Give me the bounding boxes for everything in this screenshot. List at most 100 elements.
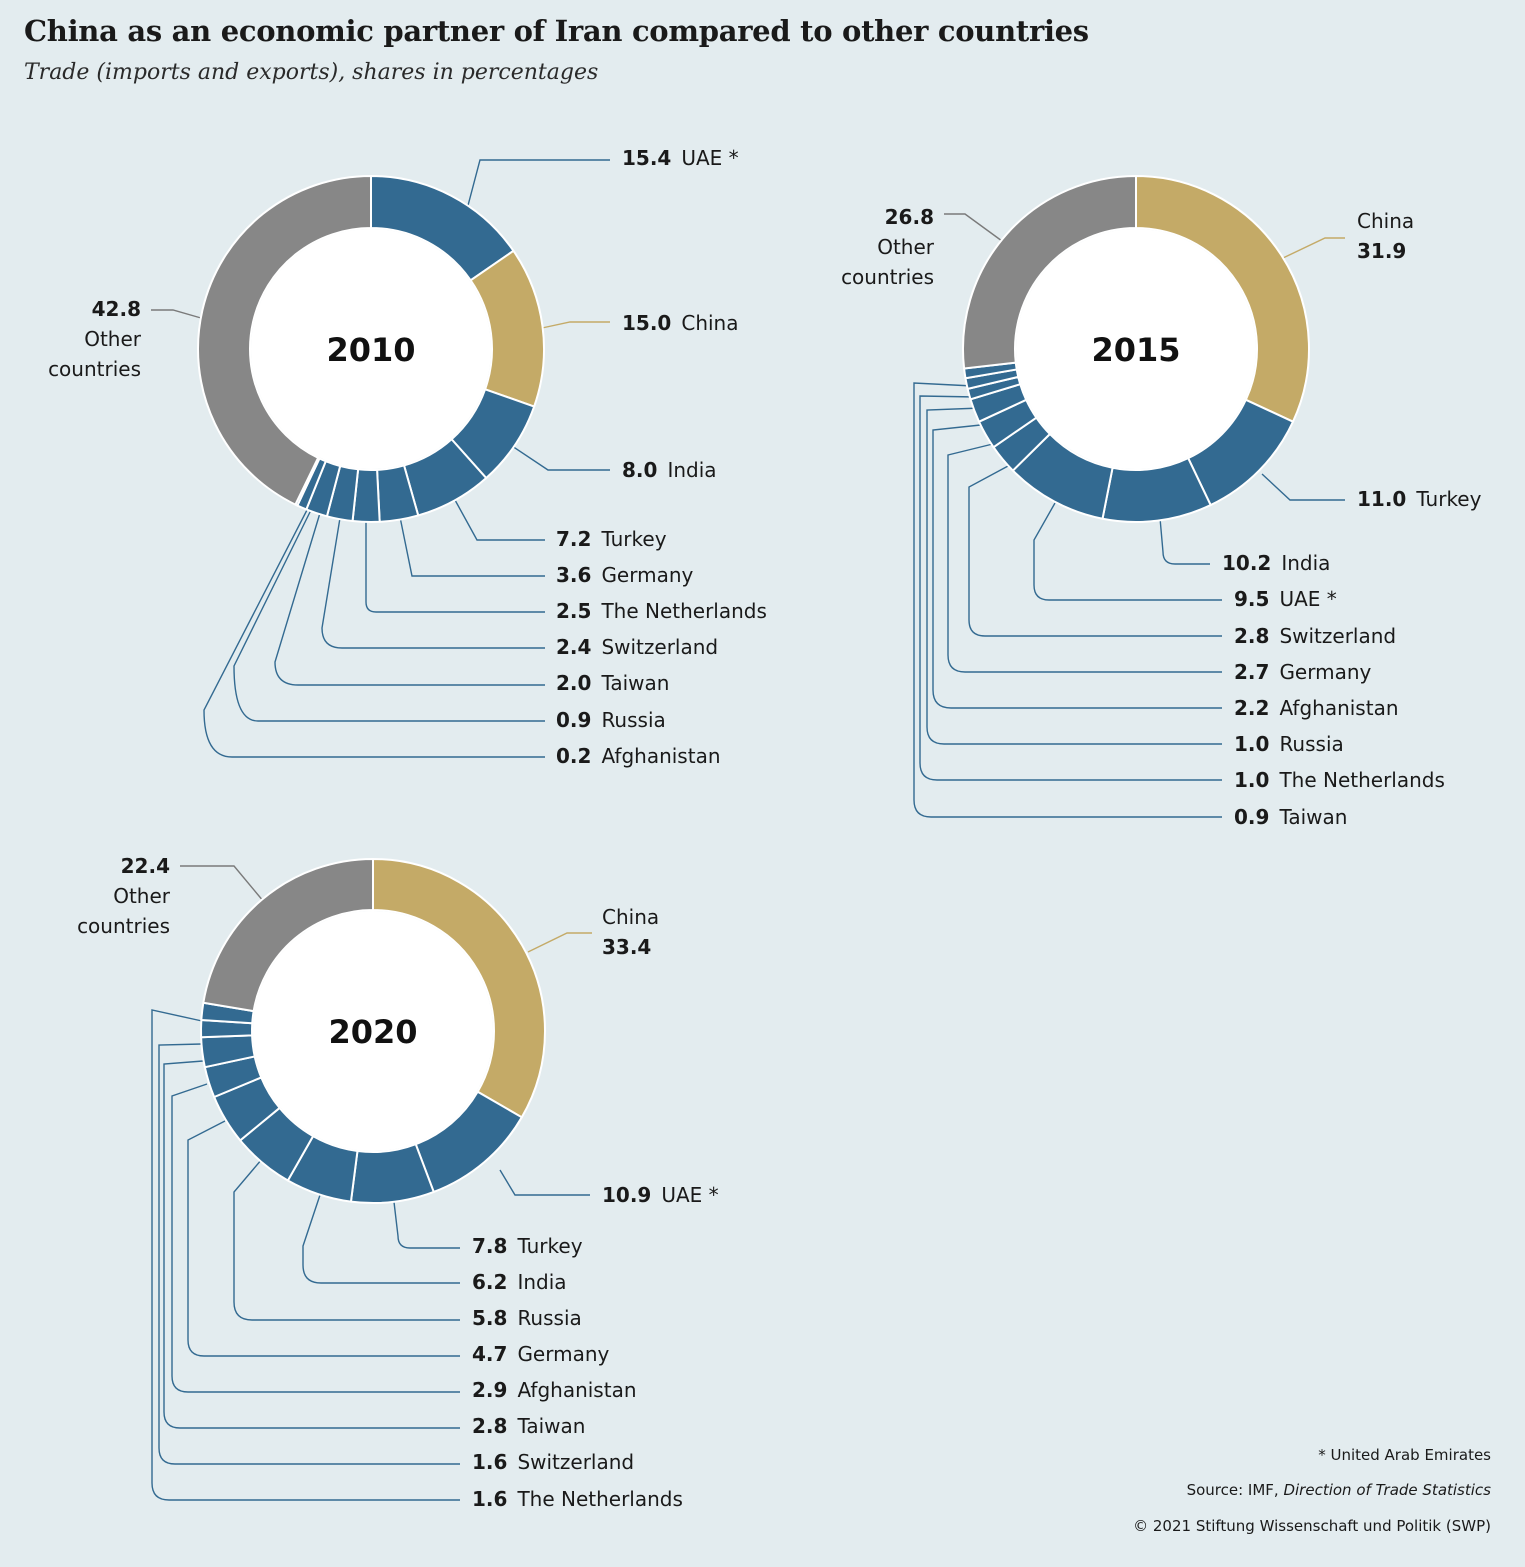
country-label-other-countries: countries: [841, 265, 934, 289]
leader-line-russia: [926, 407, 1222, 745]
leader-line-taiwan: [163, 1060, 460, 1429]
data-label-switzerland: 1.6 Switzerland: [472, 1450, 634, 1474]
data-label-russia: 1.0 Russia: [1234, 732, 1344, 756]
data-label-russia: 5.8 Russia: [472, 1306, 582, 1330]
leader-line-china: [527, 932, 592, 953]
center-year-label: 2020: [328, 1013, 417, 1051]
value-label: 0.2: [556, 744, 591, 768]
country-label: India: [667, 458, 716, 482]
donut-chart-2010: 2010 15.4 UAE * 15.0 China 8.0 India 7.2 Turkey 3…: [48, 146, 767, 768]
leader-line-india: [302, 1194, 460, 1284]
data-label-switzerland: 2.8 Switzerland: [1234, 624, 1396, 648]
country-label: Russia: [517, 1306, 581, 1330]
value-label: 1.0: [1234, 732, 1269, 756]
leader-line-uae: [1033, 502, 1222, 601]
leader-line-germany: [399, 516, 545, 577]
value-label: 15.0: [622, 311, 671, 335]
value-label: 10.2: [1222, 551, 1271, 575]
leader-line-turkey: [454, 499, 545, 541]
leader-line-russia: [233, 1158, 460, 1321]
value-label: 7.2: [556, 527, 591, 551]
country-label: The Netherlands: [516, 1487, 682, 1511]
value-label-other-countries: 22.4: [121, 854, 170, 878]
country-label: Russia: [1279, 732, 1343, 756]
donut-chart-2020: 2020 China 33.4 10.9 UAE * 7.8 Turkey 6.2 India 5…: [77, 854, 719, 1511]
leader-line-turkey: [1261, 473, 1345, 501]
leader-line-germany: [947, 440, 1222, 673]
donut-hole: [251, 229, 491, 469]
value-label-other-countries: 26.8: [885, 205, 934, 229]
value-label: 15.4: [622, 146, 671, 170]
country-label: Turkey: [1415, 487, 1481, 511]
leader-line-other-countries: [151, 309, 202, 319]
leader-line-afghanistan: [171, 1083, 460, 1393]
leader-line-the-netherlands: [365, 520, 545, 613]
data-label-germany: 4.7 Germany: [472, 1342, 610, 1366]
value-label: 2.4: [556, 635, 591, 659]
country-label-other-countries: countries: [48, 357, 141, 381]
data-label-taiwan: 2.0 Taiwan: [556, 671, 669, 695]
donut-hole: [253, 911, 493, 1151]
country-label-other-countries: countries: [77, 914, 170, 938]
leader-line-switzerland: [321, 517, 545, 649]
country-label: India: [1281, 551, 1330, 575]
country-label: Taiwan: [516, 1414, 585, 1438]
country-label: Germany: [517, 1342, 609, 1366]
source-note: Source: IMF, Direction of Trade Statisti…: [1187, 1481, 1491, 1499]
leader-line-taiwan: [913, 382, 1222, 818]
country-label: UAE *: [661, 1183, 718, 1207]
country-label-china: China: [1357, 209, 1414, 233]
chart-title: China as an economic partner of Iran com…: [24, 14, 1089, 48]
leader-line-afghanistan: [203, 507, 545, 758]
value-label: 2.2: [1234, 696, 1269, 720]
value-label-china: 33.4: [602, 935, 651, 959]
country-label: Afghanistan: [1279, 696, 1398, 720]
leader-line-germany: [187, 1120, 460, 1357]
data-label-india: 8.0 India: [622, 458, 717, 482]
data-label-taiwan: 2.8 Taiwan: [472, 1414, 585, 1438]
data-label-the-netherlands: 1.0 The Netherlands: [1234, 768, 1445, 792]
value-label: 2.0: [556, 671, 591, 695]
country-label: China: [681, 311, 738, 335]
slice-other-countries: [197, 175, 372, 506]
center-year-label: 2010: [326, 331, 415, 369]
leader-line-taiwan: [274, 512, 545, 686]
country-label: The Netherlands: [600, 599, 766, 623]
country-label: Afghanistan: [601, 744, 720, 768]
data-label-turkey: 7.2 Turkey: [556, 527, 667, 551]
slice-other-countries: [962, 175, 1137, 370]
leader-line-china: [541, 321, 610, 329]
leader-line-the-netherlands: [919, 395, 1222, 781]
data-label-uae: 9.5 UAE *: [1234, 587, 1337, 611]
slice-other-countries: [202, 858, 374, 1013]
country-label: Switzerland: [601, 635, 718, 659]
value-label: 8.0: [622, 458, 657, 482]
country-label: Russia: [601, 708, 665, 732]
source-prefix: Source: IMF,: [1186, 1481, 1284, 1499]
donut-hole: [1016, 229, 1256, 469]
leader-line-switzerland: [158, 1043, 460, 1465]
value-label: 2.7: [1234, 660, 1269, 684]
data-label-switzerland: 2.4 Switzerland: [556, 635, 718, 659]
chart-subtitle: Trade (imports and exports), shares in p…: [24, 60, 599, 85]
value-label: 6.2: [472, 1270, 507, 1294]
country-label: Switzerland: [1279, 624, 1396, 648]
leader-line-afghanistan: [932, 423, 1222, 709]
value-label: 2.5: [556, 599, 591, 623]
footnote: * United Arab Emirates: [1318, 1446, 1491, 1464]
value-label: 2.8: [1234, 624, 1269, 648]
value-label: 5.8: [472, 1306, 507, 1330]
data-label-afghanistan: 0.2 Afghanistan: [556, 744, 721, 768]
leader-line-india: [505, 441, 610, 471]
country-label: Germany: [1279, 660, 1371, 684]
slice-china: [1135, 175, 1310, 423]
country-label-other-countries: Other: [877, 235, 935, 259]
value-label: 1.6: [472, 1487, 507, 1511]
value-label: 2.8: [472, 1414, 507, 1438]
country-label: The Netherlands: [1278, 768, 1444, 792]
country-label: Afghanistan: [517, 1378, 636, 1402]
data-label-russia: 0.9 Russia: [556, 708, 666, 732]
leader-line-turkey: [393, 1201, 460, 1249]
data-label-uae: 15.4 UAE *: [622, 146, 739, 170]
